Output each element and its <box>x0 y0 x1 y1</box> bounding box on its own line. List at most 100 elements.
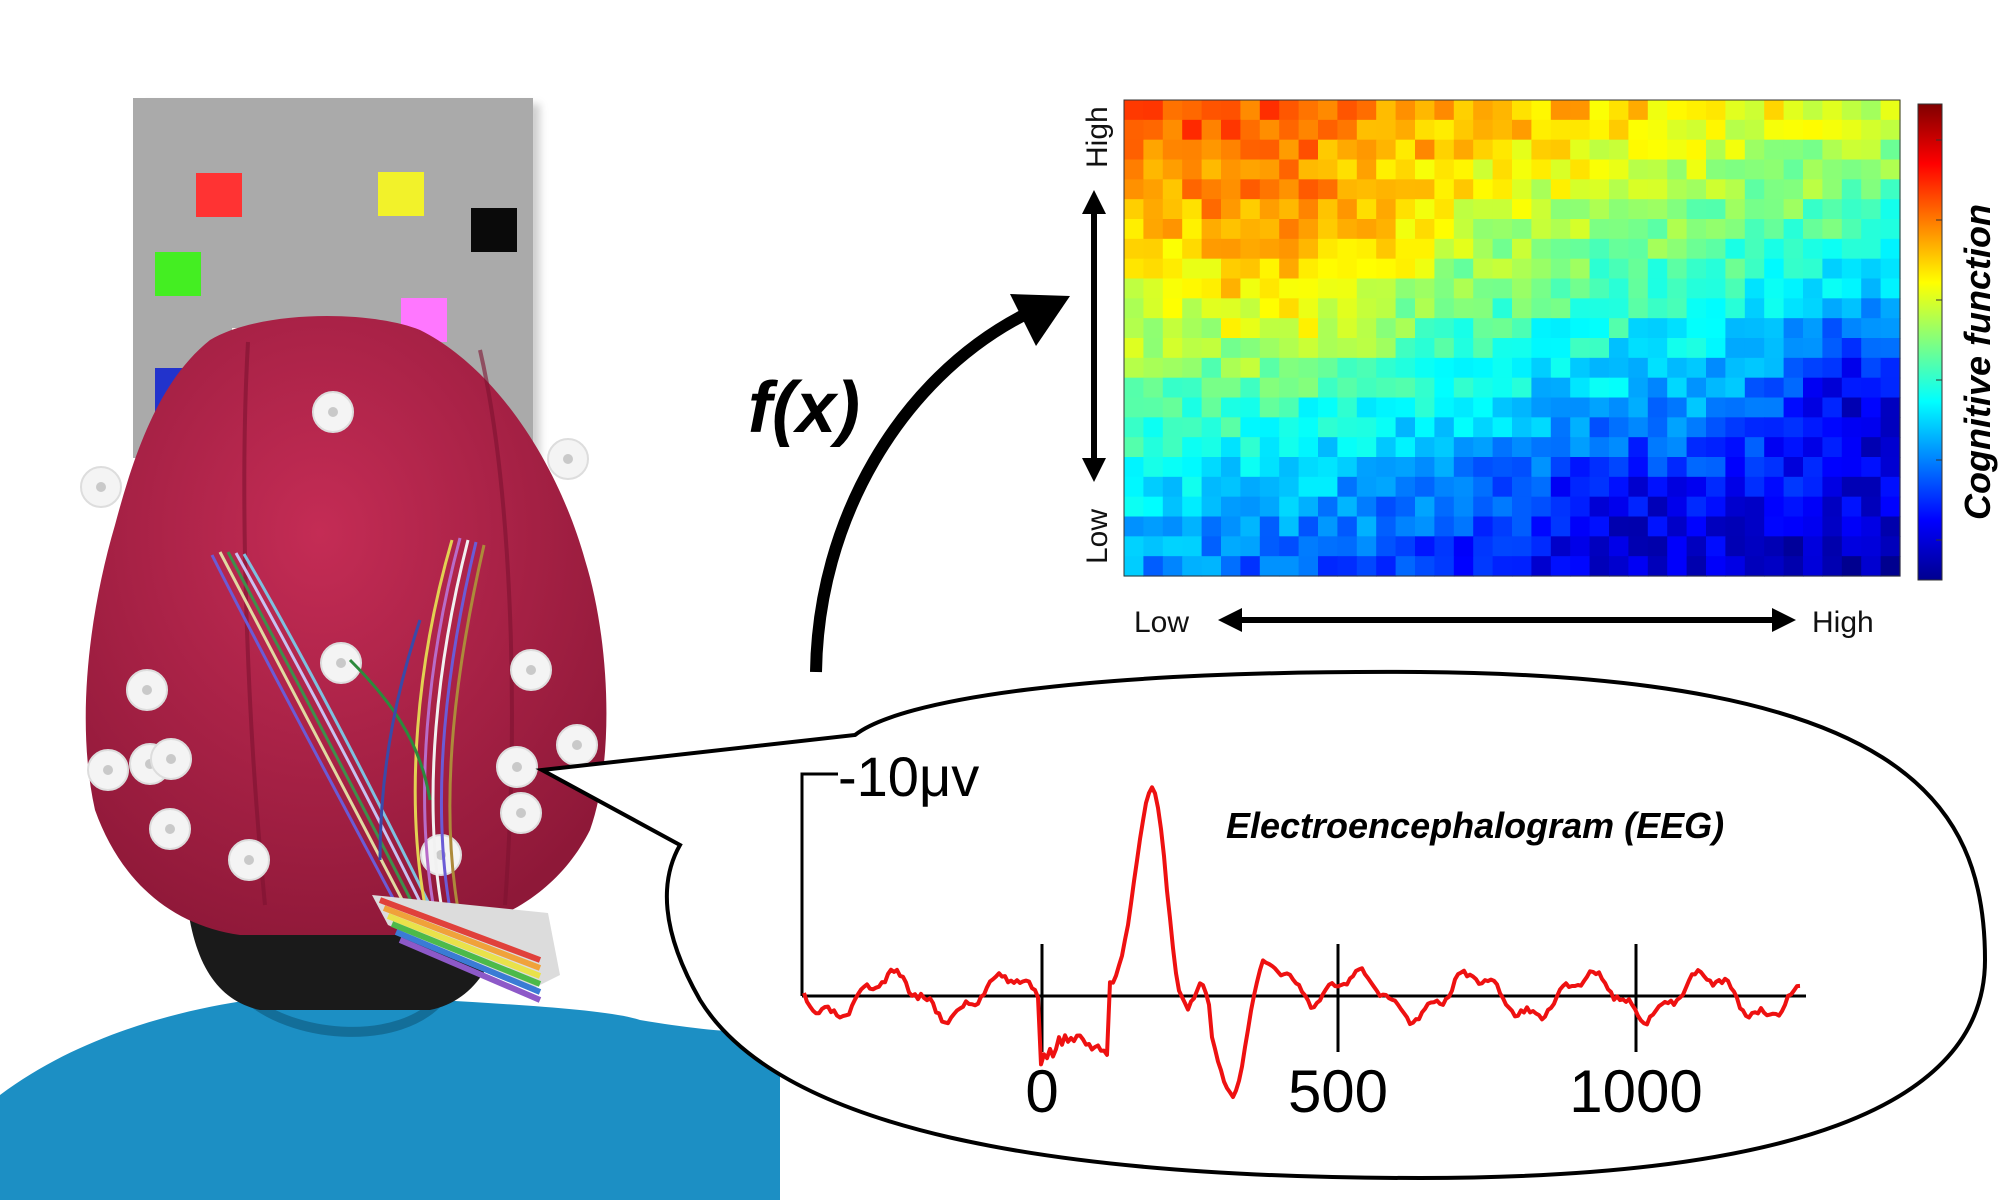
heatmap-cell <box>1570 516 1591 537</box>
heatmap-cell <box>1686 258 1707 280</box>
heatmap-cell <box>1415 119 1435 141</box>
heatmap-cell <box>1298 100 1319 121</box>
heatmap-cell <box>1803 556 1823 577</box>
heatmap-cell <box>1298 238 1319 260</box>
heatmap-cell <box>1589 238 1610 260</box>
heatmap-cell <box>1415 318 1435 339</box>
heatmap-cell <box>1492 437 1513 458</box>
heatmap-cell <box>1725 139 1746 161</box>
x-low-label: Low <box>1134 606 1189 639</box>
heatmap-cell <box>1570 338 1591 359</box>
heatmap-cell <box>1628 159 1649 180</box>
heatmap-cell <box>1221 556 1241 577</box>
heatmap-cell <box>1124 258 1144 280</box>
heatmap-cell <box>1706 318 1726 339</box>
heatmap-cell <box>1240 397 1261 418</box>
heatmap-cell <box>1162 318 1183 339</box>
heatmap-cell <box>1628 476 1649 498</box>
heatmap-cell <box>1589 338 1610 359</box>
heatmap-cell <box>1589 318 1610 339</box>
heatmap-cell <box>1201 100 1222 121</box>
heatmap-cell <box>1162 397 1183 418</box>
heatmap-cell <box>1279 338 1300 359</box>
heatmap-cell <box>1124 298 1144 319</box>
heatmap-cell <box>1453 357 1474 379</box>
heatmap-cell <box>1162 238 1183 260</box>
heatmap-cell <box>1589 278 1610 299</box>
heatmap-cell <box>1725 397 1746 418</box>
heatmap-cell <box>1861 417 1882 438</box>
heatmap-cell <box>1453 179 1474 200</box>
heatmap-cell <box>1356 159 1377 180</box>
heatmap-cell <box>1395 219 1416 240</box>
heatmap-cell <box>1647 139 1668 161</box>
heatmap-cell <box>1415 139 1435 161</box>
heatmap-cell <box>1453 397 1474 418</box>
heatmap-cell <box>1609 457 1629 478</box>
heatmap-cell <box>1415 377 1435 399</box>
heatmap-cell <box>1667 377 1688 399</box>
heatmap-cell <box>1395 119 1416 141</box>
heatmap-cell <box>1473 496 1494 518</box>
heatmap-cell <box>1279 238 1300 260</box>
heatmap-cell <box>1512 516 1532 537</box>
heatmap-cell <box>1434 516 1455 537</box>
heatmap-cell <box>1744 219 1765 240</box>
heatmap-cell <box>1647 457 1668 478</box>
heatmap-cell <box>1512 179 1532 200</box>
heatmap-cell <box>1492 119 1513 141</box>
heatmap-cell <box>1822 179 1843 200</box>
heatmap-cell <box>1473 516 1494 537</box>
heatmap-cell <box>1550 357 1571 379</box>
heatmap-cell <box>1318 298 1338 319</box>
heatmap-cell <box>1706 298 1726 319</box>
heatmap-cell <box>1725 119 1746 141</box>
heatmap-cell <box>1298 496 1319 518</box>
heatmap-cell <box>1512 476 1532 498</box>
heatmap-cell <box>1337 536 1358 557</box>
eeg-bubble: -10μv Electroencephalogram (EEG) 0 500 1… <box>535 669 1988 1181</box>
heatmap-cell <box>1279 457 1300 478</box>
heatmap-cell <box>1647 476 1668 498</box>
heatmap-cell <box>1609 238 1629 260</box>
heatmap-cell <box>1667 516 1688 537</box>
heatmap-cell <box>1764 357 1785 379</box>
heatmap-cell <box>1376 139 1397 161</box>
electrode-center <box>526 665 536 675</box>
heatmap-cell <box>1182 139 1203 161</box>
heatmap-cell <box>1318 119 1338 141</box>
heatmap-cell <box>1628 457 1649 478</box>
heatmap-cell <box>1376 536 1397 557</box>
heatmap-cell <box>1143 516 1164 537</box>
heatmap-cell <box>1279 357 1300 379</box>
heatmap-cell <box>1803 536 1823 557</box>
heatmap-cell <box>1647 100 1668 121</box>
heatmap-cell <box>1764 437 1785 458</box>
heatmap-cell <box>1298 457 1319 478</box>
heatmap-cell <box>1143 437 1164 458</box>
heatmap-cell <box>1686 238 1707 260</box>
heatmap-cell <box>1628 437 1649 458</box>
heatmap-cell <box>1609 357 1629 379</box>
electrode-wires <box>210 537 486 931</box>
heatmap-cell <box>1162 476 1183 498</box>
heatmap-cell <box>1182 179 1203 200</box>
y-low-label: Low <box>1081 509 1114 564</box>
heatmap-cell <box>1221 179 1241 200</box>
heatmap-cell <box>1841 476 1862 498</box>
heatmap-cell <box>1841 377 1862 399</box>
heatmap-cell <box>1783 357 1804 379</box>
heatmap-cell <box>1783 556 1804 577</box>
heatmap-cell <box>1201 119 1222 141</box>
heatmap-cell <box>1395 536 1416 557</box>
heatmap-cell <box>1318 199 1338 220</box>
heatmap-cell <box>1531 258 1552 280</box>
heatmap-cell <box>1492 219 1513 240</box>
heatmap-cell <box>1434 437 1455 458</box>
heatmap-cell <box>1822 457 1843 478</box>
heatmap-cell <box>1783 496 1804 518</box>
heatmap-cell <box>1337 258 1358 280</box>
heatmap-cell <box>1783 417 1804 438</box>
heatmap-cell <box>1259 437 1280 458</box>
heatmap-cell <box>1395 476 1416 498</box>
